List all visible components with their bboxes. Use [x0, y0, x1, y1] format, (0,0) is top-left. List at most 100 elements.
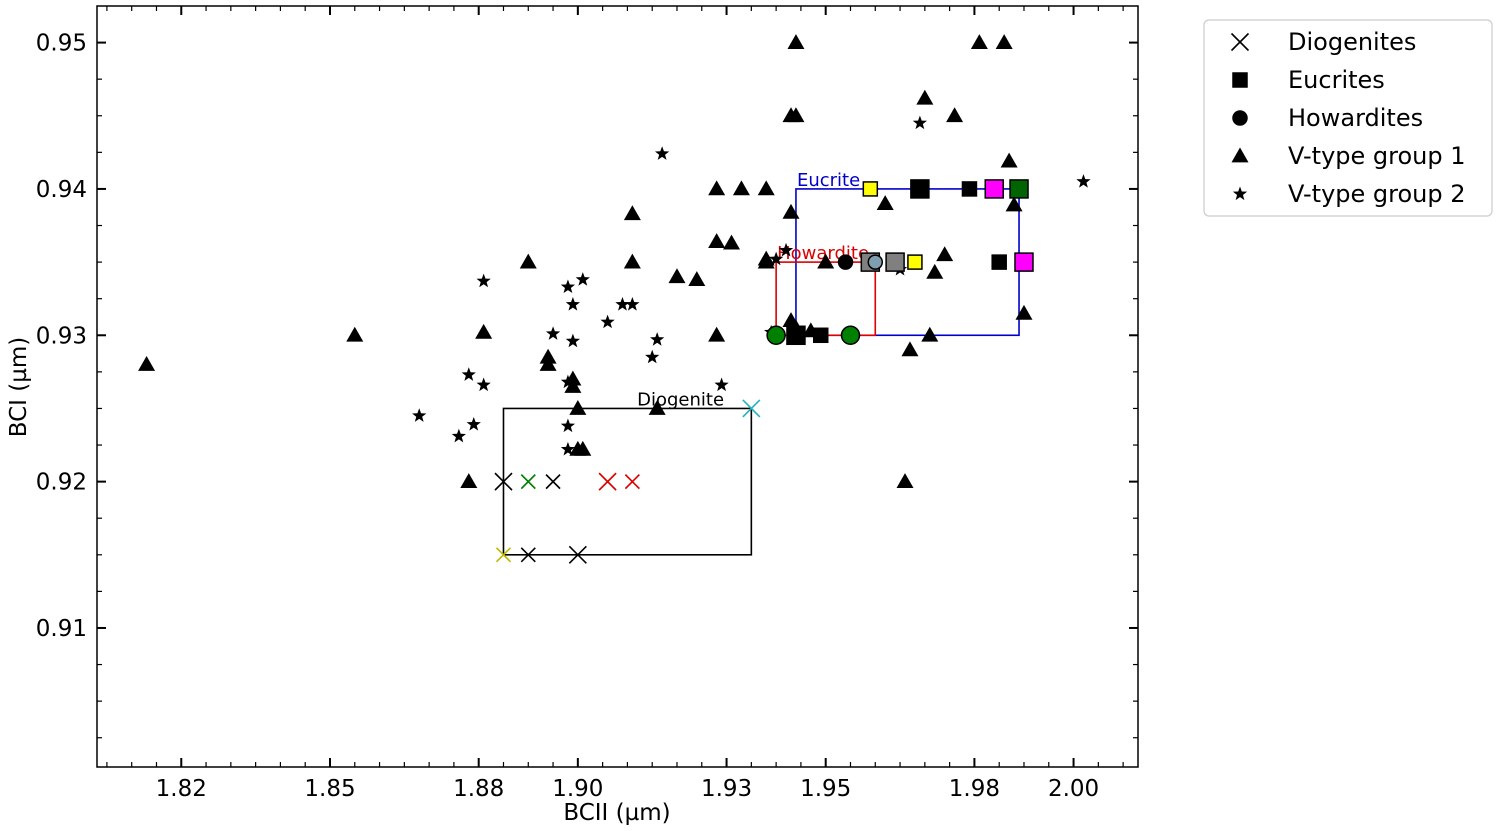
data-point [1000, 152, 1018, 168]
data-point [786, 325, 806, 346]
data-point [907, 254, 923, 270]
data-point [460, 473, 478, 488]
data-point [876, 195, 894, 210]
data-point [624, 474, 640, 490]
data-point [494, 472, 513, 491]
legend-marker [1232, 110, 1248, 126]
legend-label: Diogenites [1288, 28, 1416, 56]
data-point [668, 268, 686, 284]
x-tick-label: 1.93 [701, 776, 752, 802]
data-point [926, 263, 944, 279]
data-point [896, 473, 914, 488]
legend-marker [1232, 72, 1248, 88]
y-axis-label: BCI (µm) [6, 337, 32, 438]
data-point [1005, 196, 1023, 212]
x-stroke [520, 474, 536, 490]
data-point [708, 233, 726, 248]
data-point [778, 242, 794, 257]
data-point [970, 34, 988, 49]
data-point [560, 418, 576, 433]
data-point [648, 399, 666, 415]
data-point [837, 254, 854, 270]
data-point [812, 327, 829, 344]
data-point [688, 271, 706, 287]
data-point [984, 179, 1004, 199]
data-point [519, 253, 537, 269]
data-point [1015, 304, 1033, 320]
region-box-diogenite [502, 407, 753, 556]
data-point [769, 251, 784, 266]
x-stroke [494, 472, 513, 491]
x-tick-label: 1.85 [304, 776, 355, 802]
x-tick-label: 1.98 [949, 776, 1000, 802]
y-tick-label: 0.92 [36, 470, 87, 496]
data-point [936, 246, 954, 262]
data-point [991, 254, 1007, 270]
data-point [568, 545, 587, 564]
data-point [787, 34, 805, 49]
data-point [560, 374, 576, 389]
data-point [564, 378, 582, 393]
data-point [766, 325, 786, 346]
data-point [625, 297, 640, 311]
data-point [723, 234, 741, 250]
x-stroke [520, 547, 536, 563]
data-point [862, 181, 879, 197]
legend-label: V-type group 2 [1288, 180, 1466, 208]
data-point [575, 272, 590, 286]
x-stroke [598, 472, 617, 491]
y-tick-label: 0.91 [36, 616, 87, 642]
data-point [520, 474, 536, 490]
x-tick-label: 1.88 [453, 776, 504, 802]
data-point [650, 332, 665, 346]
data-point [714, 377, 729, 392]
data-point [476, 377, 491, 392]
plot-frame [96, 5, 1139, 768]
y-tick-label: 0.94 [36, 177, 87, 203]
x-stroke [624, 474, 640, 490]
x-stroke [568, 545, 587, 564]
data-point [840, 325, 861, 346]
legend-marker [1230, 32, 1250, 52]
x-tick-label: 1.82 [156, 776, 207, 802]
data-point [475, 323, 493, 339]
data-point [569, 399, 587, 415]
data-point [346, 326, 364, 342]
data-point [476, 273, 491, 288]
data-point [1076, 174, 1091, 188]
x-axis-label: BCII (µm) [563, 800, 670, 826]
data-point [732, 180, 750, 196]
data-point [757, 180, 775, 196]
legend-marker [1232, 186, 1248, 201]
data-point [654, 146, 670, 160]
x-tick-label: 2.00 [1048, 776, 1099, 802]
data-point [708, 326, 726, 342]
data-point [560, 279, 576, 294]
legend-label: Howardites [1288, 104, 1423, 132]
legend-marker [1231, 147, 1249, 163]
region-label: Eucrite [797, 170, 860, 191]
data-point [138, 356, 156, 371]
data-point [565, 333, 581, 348]
data-point [817, 253, 835, 269]
data-point [560, 441, 576, 456]
data-point [912, 115, 928, 130]
x-stroke [495, 547, 512, 563]
legend-label: Eucrites [1288, 66, 1385, 94]
data-point [910, 179, 930, 199]
data-point [885, 252, 905, 272]
x-tick-label: 1.95 [800, 776, 851, 802]
data-point [921, 326, 939, 342]
region-label: Diogenite [637, 389, 724, 410]
x-stroke [742, 399, 761, 418]
data-point [565, 297, 581, 311]
data-point [598, 472, 617, 491]
data-point [520, 547, 536, 563]
data-point [946, 107, 964, 123]
data-point [708, 180, 726, 196]
data-point [574, 440, 592, 456]
y-tick-label: 0.95 [36, 31, 87, 57]
axes: 1.82 1.85 1.88 1.90 1.93 1.95 1.98 2.00 0.91 0.92… [36, 5, 1139, 802]
